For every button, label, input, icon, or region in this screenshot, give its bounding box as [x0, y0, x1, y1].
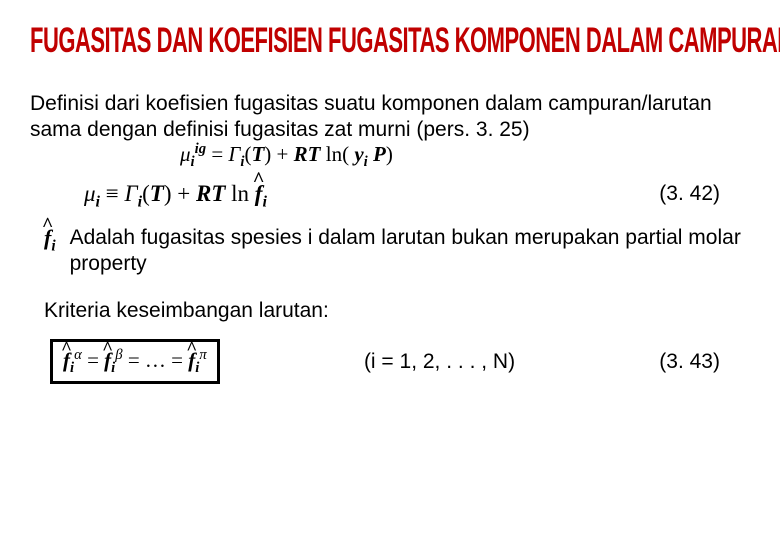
equilibrium-criteria-label: Kriteria keseimbangan larutan:	[30, 299, 750, 323]
fugacity-description: Adalah fugasitas spesies i dalam larutan…	[70, 225, 750, 278]
equation-342: μi ≡ Γi(T) + RT ln fi	[84, 181, 267, 207]
definition-paragraph: Definisi dari koefisien fugasitas suatu …	[30, 91, 750, 144]
equation-number-343: (3. 43)	[659, 350, 720, 374]
equation-325: μiig = Γi(T) + RT ln( yi P)	[180, 142, 750, 167]
slide-title: FUGASITAS DAN KOEFISIEN FUGASITAS KOMPON…	[30, 20, 750, 62]
equation-343-box: fiα = fiβ = … = fiπ	[50, 339, 220, 384]
equation-number-342: (3. 42)	[659, 182, 720, 206]
symbol-fhat-i: fi	[44, 225, 56, 251]
index-range: (i = 1, 2, . . . , N)	[364, 350, 515, 374]
